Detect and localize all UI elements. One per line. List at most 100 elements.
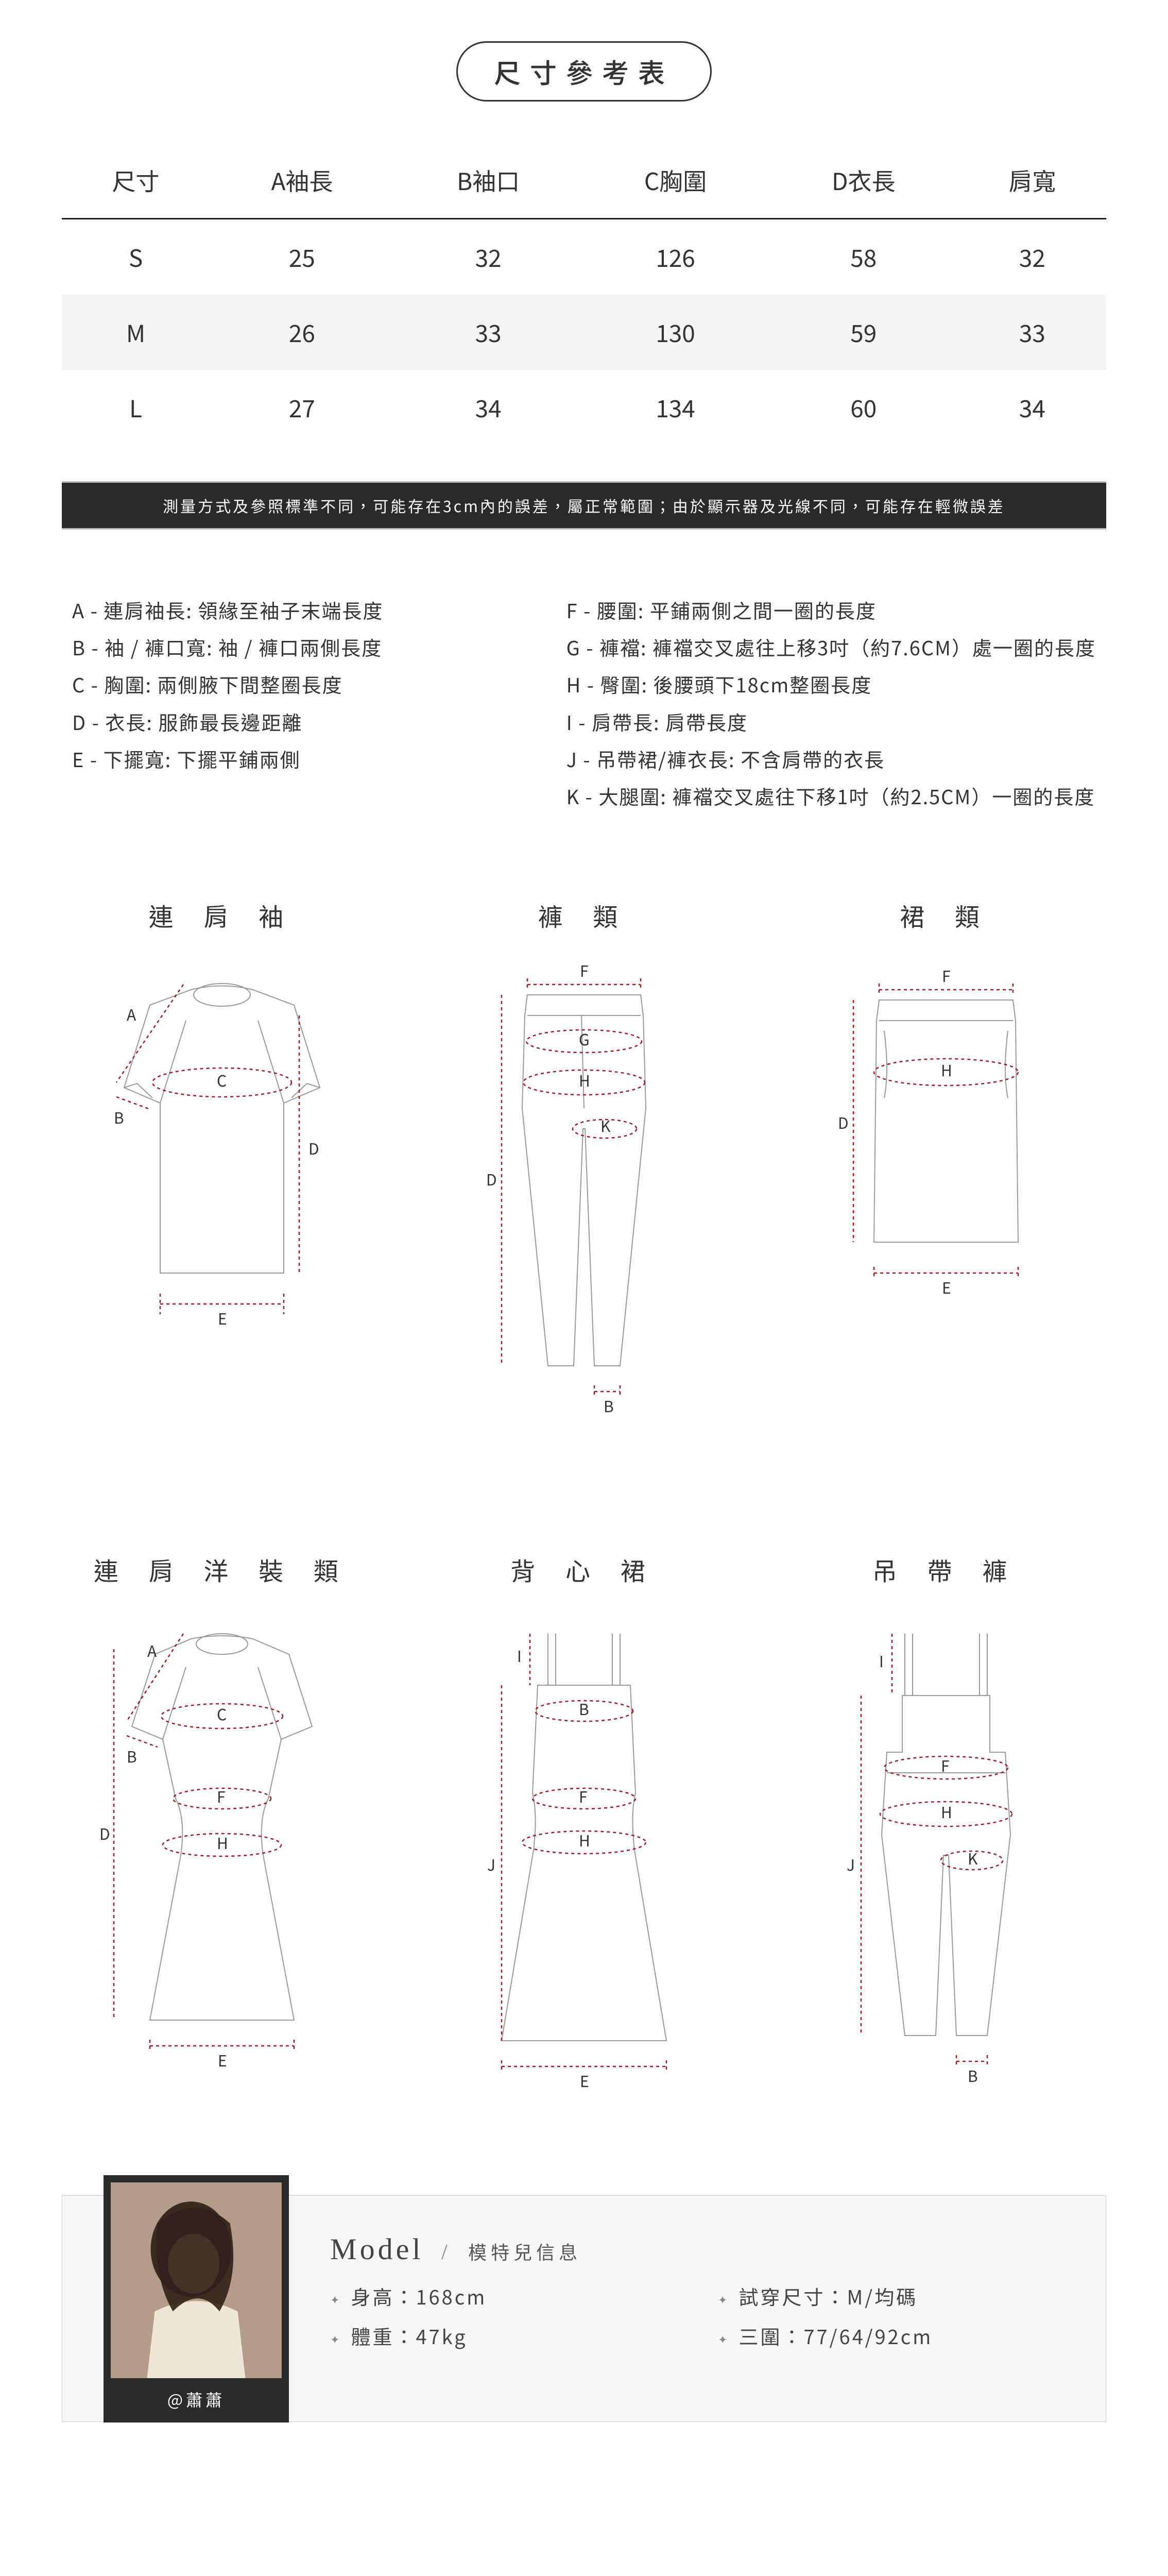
svg-text:F: F — [580, 959, 589, 981]
diagram-title: 吊 帶 褲 — [785, 1551, 1106, 1587]
size-th: A袖長 — [210, 143, 394, 219]
svg-text:B: B — [114, 1106, 124, 1128]
svg-text:H: H — [579, 1828, 590, 1851]
size-cell: 58 — [769, 219, 958, 295]
size-table-header-row: 尺寸 A袖長 B袖口 C胸圍 D衣長 肩寬 — [62, 143, 1106, 219]
model-info-grid: 身高：168cm 試穿尺寸：M/均碼 體重：47kg 三圍：77/64/92cm — [330, 2282, 1064, 2350]
svg-text:J: J — [487, 1853, 495, 1875]
legend-col-left: A - 連肩袖長: 領緣至袖子末端長度 B - 袖 / 褲口寬: 袖 / 褲口兩… — [72, 591, 525, 815]
diagram-raglan-dress: 連 肩 洋 裝 類 A B C F H D E — [62, 1551, 383, 2092]
diagram-overalls: 吊 帶 褲 I F H K J B — [785, 1551, 1106, 2092]
model-photo — [111, 2182, 282, 2378]
size-th: C胸圍 — [582, 143, 768, 219]
svg-text:E: E — [942, 1276, 951, 1298]
size-cell: 130 — [582, 295, 768, 370]
model-heading: Model / 模特兒信息 — [330, 2232, 1064, 2266]
size-cell: 126 — [582, 219, 768, 295]
size-th: 肩寬 — [958, 143, 1106, 219]
diagram-grid: 連 肩 袖 A B C D E 褲 類 — [62, 897, 1106, 2092]
legend-item: G - 褲襠: 褲襠交叉處往上移3吋（約7.6CM）處一圈的長度 — [566, 629, 1096, 666]
model-info-item: 體重：47kg — [330, 2321, 677, 2350]
legend-item: I - 肩帶長: 肩帶長度 — [566, 703, 1096, 740]
model-info-item: 三圍：77/64/92cm — [718, 2321, 1064, 2350]
svg-text:F: F — [217, 1785, 226, 1807]
svg-text:G: G — [579, 1027, 590, 1050]
page-title: 尺寸參考表 — [456, 41, 712, 101]
legend-item: D - 衣長: 服飾最長邊距離 — [72, 703, 525, 740]
svg-text:H: H — [941, 1058, 952, 1081]
measurement-legend: A - 連肩袖長: 領緣至袖子末端長度 B - 袖 / 褲口寬: 袖 / 褲口兩… — [62, 591, 1106, 815]
size-cell: L — [62, 370, 210, 445]
diagram-raglan-top: 連 肩 袖 A B C D E — [62, 897, 383, 1417]
svg-text:D: D — [99, 1822, 110, 1844]
svg-text:B: B — [604, 1394, 614, 1417]
size-cell: 27 — [210, 370, 394, 445]
svg-text:B: B — [968, 2064, 978, 2087]
legend-item: H - 臀圍: 後腰頭下18cm整圈長度 — [566, 666, 1096, 703]
model-photo-frame: @蕭蕭 — [104, 2175, 289, 2422]
size-cell: 32 — [394, 219, 582, 295]
size-cell: 34 — [394, 370, 582, 445]
size-cell: 26 — [210, 295, 394, 370]
legend-item: E - 下擺寬: 下擺平鋪兩側 — [72, 740, 525, 777]
svg-text:E: E — [580, 2069, 589, 2092]
svg-text:H: H — [217, 1831, 228, 1854]
size-th: B袖口 — [394, 143, 582, 219]
svg-text:C: C — [217, 1069, 227, 1091]
legend-item: J - 吊帶裙/褲衣長: 不含肩帶的衣長 — [566, 740, 1096, 777]
diagram-svg: I B F H J E — [440, 1608, 728, 2092]
model-heading-cn: 模特兒信息 — [468, 2242, 581, 2263]
diagram-svg: A B C D E — [78, 954, 366, 1345]
divider-icon: / — [441, 2241, 451, 2264]
model-heading-en: Model — [330, 2232, 423, 2266]
diagram-skirt: 裙 類 F H D E — [785, 897, 1106, 1417]
page-title-wrap: 尺寸參考表 — [62, 41, 1106, 101]
legend-item: A - 連肩袖長: 領緣至袖子末端長度 — [72, 591, 525, 629]
svg-text:D: D — [486, 1167, 497, 1190]
svg-text:H: H — [579, 1069, 590, 1091]
size-cell: 59 — [769, 295, 958, 370]
diagram-svg: F G H K D B — [440, 954, 728, 1417]
svg-text:F: F — [579, 1785, 588, 1807]
diagram-pants: 褲 類 F G H K D B — [424, 897, 745, 1417]
size-row: L 27 34 134 60 34 — [62, 370, 1106, 445]
size-row: S 25 32 126 58 32 — [62, 219, 1106, 295]
size-cell: 34 — [958, 370, 1106, 445]
size-table: 尺寸 A袖長 B袖口 C胸圍 D衣長 肩寬 S 25 32 126 58 32 … — [62, 143, 1106, 445]
svg-text:F: F — [941, 1754, 950, 1776]
diagram-title: 連 肩 袖 — [62, 897, 383, 933]
svg-text:K: K — [968, 1846, 978, 1869]
measurement-notice: 測量方式及參照標準不同，可能存在3cm內的誤差，屬正常範圍；由於顯示器及光線不同… — [62, 481, 1106, 530]
diagram-cami-dress: 背 心 裙 I B F H J E — [424, 1551, 745, 2092]
model-handle: @蕭蕭 — [111, 2378, 282, 2415]
legend-item: C - 胸圍: 兩側腋下間整圈長度 — [72, 666, 525, 703]
model-info-item: 身高：168cm — [330, 2282, 677, 2310]
model-card: @蕭蕭 Model / 模特兒信息 身高：168cm 試穿尺寸：M/均碼 體重：… — [62, 2195, 1106, 2422]
svg-text:H: H — [941, 1800, 952, 1823]
legend-col-right: F - 腰圍: 平鋪兩側之間一圈的長度 G - 褲襠: 褲襠交叉處往上移3吋（約… — [566, 591, 1096, 815]
legend-item: F - 腰圍: 平鋪兩側之間一圈的長度 — [566, 591, 1096, 629]
diagram-title: 裙 類 — [785, 897, 1106, 933]
svg-text:D: D — [308, 1137, 319, 1159]
svg-text:B: B — [579, 1697, 589, 1720]
diagram-title: 連 肩 洋 裝 類 — [62, 1551, 383, 1587]
legend-item: B - 袖 / 褲口寬: 袖 / 褲口兩側長度 — [72, 629, 525, 666]
svg-text:B: B — [127, 1744, 137, 1767]
model-info-item: 試穿尺寸：M/均碼 — [718, 2282, 1064, 2310]
svg-text:A: A — [147, 1639, 157, 1662]
svg-text:E: E — [218, 2048, 227, 2071]
size-cell: M — [62, 295, 210, 370]
size-cell: 25 — [210, 219, 394, 295]
size-th: 尺寸 — [62, 143, 210, 219]
svg-text:I: I — [517, 1644, 522, 1667]
svg-text:E: E — [218, 1307, 227, 1329]
size-th: D衣長 — [769, 143, 958, 219]
size-cell: 134 — [582, 370, 768, 445]
svg-text:I: I — [879, 1649, 884, 1672]
diagram-svg: I F H K J B — [802, 1608, 1090, 2092]
size-cell: 32 — [958, 219, 1106, 295]
diagram-title: 背 心 裙 — [424, 1551, 745, 1587]
diagram-title: 褲 類 — [424, 897, 745, 933]
size-cell: S — [62, 219, 210, 295]
legend-item: K - 大腿圍: 褲襠交叉處往下移1吋（約2.5CM）一圈的長度 — [566, 777, 1096, 815]
